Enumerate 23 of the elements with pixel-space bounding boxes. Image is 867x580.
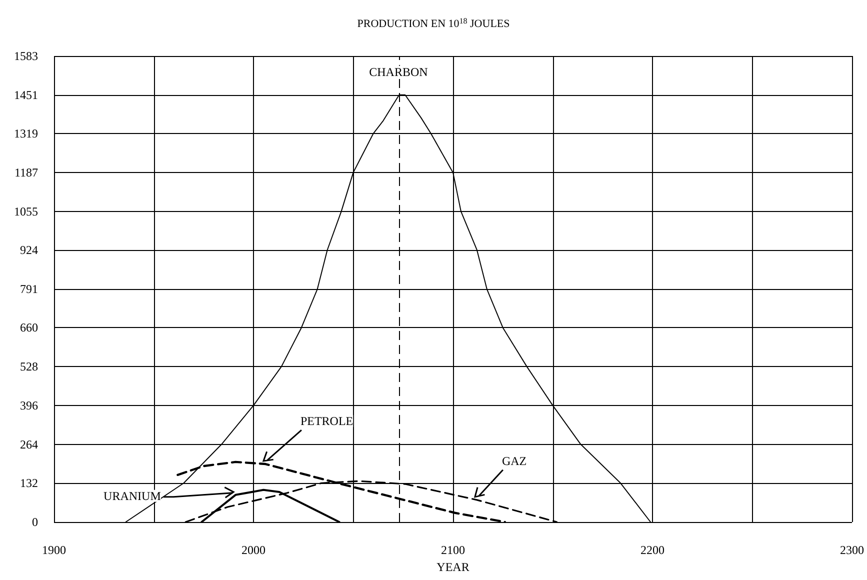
x-tick-label: 2100: [441, 543, 465, 557]
y-tick-label: 1055: [14, 204, 38, 218]
y-tick-label: 791: [20, 282, 38, 296]
y-tick-label: 396: [20, 398, 38, 412]
x-tick-label: 2200: [640, 543, 664, 557]
x-axis-title: YEAR: [436, 560, 470, 574]
y-tick-label: 264: [20, 437, 38, 452]
y-tick-label: 1451: [14, 88, 38, 102]
series-label: CHARBON: [369, 64, 428, 79]
y-tick-label: 924: [20, 242, 38, 257]
y-tick-label: 1187: [14, 166, 38, 180]
text: GAZ: [502, 454, 527, 468]
y-tick-label: 1319: [14, 126, 38, 141]
y-tick-label: 0: [32, 515, 38, 529]
x-tick-label: 2000: [242, 543, 266, 557]
y-tick-label: 528: [20, 360, 38, 374]
x-tick-label: 1900: [42, 543, 66, 557]
y-tick-label: 132: [20, 476, 38, 490]
text: PETROLE: [300, 414, 354, 428]
y-tick-label: 660: [20, 320, 38, 335]
x-tick-label: 2300: [840, 543, 864, 557]
y-tick-label: 1583: [14, 49, 38, 63]
text: URANIUM: [104, 488, 162, 503]
